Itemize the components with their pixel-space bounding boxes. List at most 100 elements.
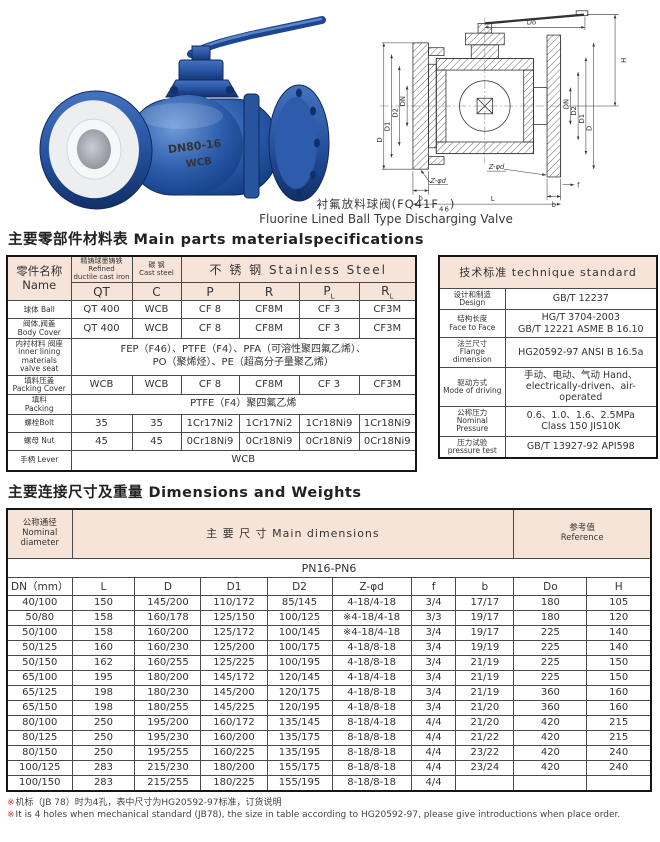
dimension-value-cell: 80/150 [6, 745, 73, 762]
valve-photo-shapes: DN80-16 WCB [39, 16, 330, 210]
standards-title: 技术标准 technique standard [438, 255, 658, 289]
dimension-value-cell: 160/225 [200, 745, 268, 762]
material-value-cell: WCB [70, 374, 133, 396]
dimension-value-cell: 250 [71, 730, 136, 747]
dimension-value-cell: 65/100 [6, 670, 73, 687]
dimension-value-cell: 225 [513, 655, 588, 672]
dimension-value-cell: 283 [71, 775, 136, 792]
dimension-value-cell: 180/200 [134, 670, 202, 687]
dimension-value-cell: 180 [513, 610, 588, 627]
dimension-value-cell: 160/200 [200, 730, 268, 747]
dimension-value-cell: 160 [586, 700, 652, 717]
dim-label-d1-left: D1 [384, 122, 392, 132]
dimension-value-cell: 160 [71, 640, 136, 657]
dimension-value-cell: 145/172 [200, 670, 268, 687]
material-value-cell: CF 3 [298, 318, 360, 339]
material-span-cell: WCB [70, 450, 417, 472]
dim-label-d1-right: D1 [578, 114, 586, 124]
dimension-value-cell: 180 [513, 595, 588, 612]
material-value-cell: 0Cr18Ni9 [358, 432, 417, 452]
dimensions-row: 50/100 158 160/200 125/172 100/145 ※4-18/4-18… [6, 625, 652, 642]
dimension-value-cell: 100/195 [266, 655, 333, 672]
material-value-cell: CF 8 [180, 300, 240, 320]
dimension-value-cell: 3/4 [410, 595, 457, 612]
material-value-cell: QT 400 [70, 318, 133, 339]
material-value-cell: CF 3 [298, 300, 360, 320]
dimension-value-cell: 225 [513, 670, 588, 687]
dim-column-header: b [455, 577, 515, 597]
material-span-cell: PTFE（F4）聚四氟乙烯 [70, 394, 417, 416]
dimension-value-cell: 80/125 [6, 730, 73, 747]
material-value-cell: CF3M [358, 300, 417, 320]
material-value-cell: 0Cr18Ni9 [298, 432, 360, 452]
material-value-cell: 0Cr18Ni9 [180, 432, 240, 452]
dimension-value-cell: 50/100 [6, 625, 73, 642]
dimension-value-cell: 150 [586, 670, 652, 687]
dimension-value-cell: 21/20 [455, 715, 515, 732]
dimension-value-cell: 50/125 [6, 640, 73, 657]
dimension-value-cell: 150 [586, 655, 652, 672]
dimension-value-cell: 250 [71, 715, 136, 732]
material-value-cell: WCB [131, 300, 182, 320]
standard-label-cell: 驱动方式 Mode of driving [438, 366, 506, 407]
dimension-value-cell: 195/230 [134, 730, 202, 747]
standards-row: 结构长度 Face to Face HG/T 3704-2003 GB/T 12221… [438, 309, 658, 338]
standards-row: 驱动方式 Mode of driving 手动、电动、气动 Hand、 electri… [438, 366, 658, 407]
dimension-value-cell: 215 [586, 715, 652, 732]
dimension-value-cell: 100/125 [266, 610, 333, 627]
material-value-cell: 0Cr18Ni9 [238, 432, 300, 452]
dimension-value-cell: 162 [71, 655, 136, 672]
dimension-value-cell: 100/150 [6, 775, 73, 792]
materials-row: 内衬材料 阀座 inner lining materials valve seat FE… [6, 337, 417, 376]
dimensions-row: 80/125 250 195/230 160/200 135/175 8-18/8-18 4… [6, 730, 652, 747]
material-value-cell: CF8M [238, 318, 300, 339]
material-grade-code: QT [70, 282, 133, 302]
materials-qt-group-header: 精铸球墨铸铁 Refined ductile cast iron [70, 255, 133, 284]
dimension-value-cell: 8-18/4-18 [331, 715, 412, 732]
standard-label-cell: 结构长度 Face to Face [438, 309, 506, 338]
dimension-value-cell: 135/175 [266, 730, 333, 747]
dim-column-header: f [410, 577, 457, 597]
footnote-chinese: ※机标（JB 78）时为4孔，表中尺寸为HG20592-97标准，订货说明 [7, 797, 282, 808]
part-name-cell: 螺栓Bolt [6, 414, 72, 434]
standard-value-cell: HG20592-97 ANSI B 16.5a [504, 336, 658, 368]
standard-value-cell: 0.6、1.0、1.6、2.5MPa Class 150 JIS10K [504, 405, 658, 437]
dimensions-row: 50/150 162 160/255 125/225 100/195 4-18/8-18 3… [6, 655, 652, 672]
standard-label-cell: 设计和制造 Design [438, 287, 506, 311]
dimension-value-cell: 4/4 [410, 730, 457, 747]
dim-column-header: D [134, 577, 202, 597]
dimension-value-cell: 40/100 [6, 595, 73, 612]
dimension-value-cell: 250 [71, 745, 136, 762]
dimension-value-cell: 120/175 [266, 685, 333, 702]
part-name-cell: 填料 Packing [6, 394, 72, 416]
dimension-value-cell: 120 [586, 610, 652, 627]
dim-series-label: PN16-PN6 [7, 558, 651, 579]
materials-table: 零件名称 Name 精铸球墨铸铁 Refined ductile cast iron … [6, 255, 418, 472]
dimension-value-cell: 4/4 [410, 760, 457, 777]
standard-value-cell: GB/T 13927-92 API598 [504, 435, 658, 459]
dimension-value-cell: 160/230 [134, 640, 202, 657]
dimensions-row: 65/150 198 180/255 145/225 120/195 4-18/8-18 3… [6, 700, 652, 717]
materials-row: 填料 Packing PTFE（F4）聚四氟乙烯 [6, 394, 417, 416]
dimension-value-cell: 50/150 [6, 655, 73, 672]
dimensions-row: 80/100 250 195/200 160/172 135/145 8-18/4-18 4… [6, 715, 652, 732]
material-grade-code: PL [298, 282, 360, 302]
material-value-cell: CF3M [358, 318, 417, 339]
dimension-value-cell: 23/24 [455, 760, 515, 777]
valve-body-mark-wcb: WCB [185, 156, 212, 170]
dimension-value-cell: 125/172 [200, 625, 268, 642]
dimension-value-cell: 160/200 [134, 625, 202, 642]
dimension-value-cell: 420 [513, 760, 588, 777]
material-value-cell: CF 3 [298, 374, 360, 396]
materials-table-body: 球体 Ball QT 400 WCB CF 8 CF8M CF 3 CF3M 阀体,阀盖 Bod… [6, 300, 417, 472]
dimension-value-cell: 215 [586, 730, 652, 747]
dimension-value-cell: 155/195 [266, 775, 333, 792]
dimension-value-cell: 50/80 [6, 610, 73, 627]
standards-table: 技术标准 technique standard 设计和制造 Design GB/T … [438, 255, 659, 460]
material-value-cell: 35 [70, 414, 133, 434]
dimensions-row: 65/125 198 180/230 145/200 120/175 4-18/8-18 3… [6, 685, 652, 702]
dimension-value-cell: 145/200 [200, 685, 268, 702]
dimension-value-cell: 195/200 [134, 715, 202, 732]
dimension-value-cell: 4/4 [410, 745, 457, 762]
standards-row: 压力试验 pressure test GB/T 13927-92 API598 [438, 435, 658, 459]
